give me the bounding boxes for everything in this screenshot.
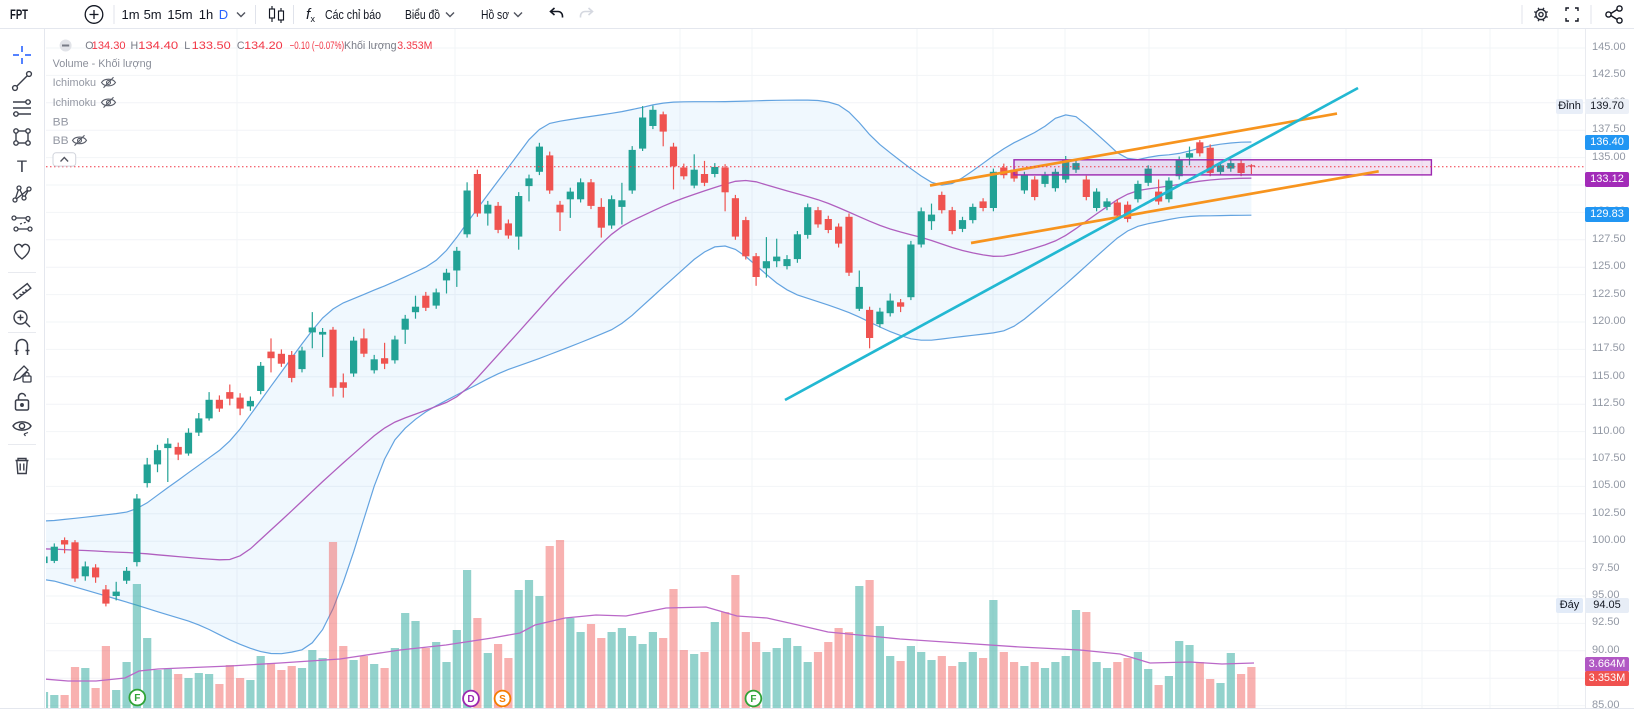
svg-text:134.20: 134.20 <box>244 40 283 52</box>
svg-text:T: T <box>17 157 27 176</box>
svg-text:BB: BB <box>53 117 69 129</box>
svg-text:Biểu đồ: Biểu đồ <box>405 7 440 22</box>
svg-text:3.353M: 3.353M <box>397 40 432 52</box>
svg-text:133.50: 133.50 <box>192 40 231 52</box>
svg-text:FPT: FPT <box>10 7 29 22</box>
svg-text:x: x <box>311 14 316 24</box>
svg-text:C: C <box>237 40 245 52</box>
svg-text:Ichimoku: Ichimoku <box>53 97 97 109</box>
svg-text:15m: 15m <box>167 7 192 22</box>
svg-text:5m: 5m <box>144 7 162 22</box>
svg-text:F: F <box>134 693 140 704</box>
svg-text:Hồ sơ: Hồ sơ <box>481 7 509 22</box>
svg-text:Volume - Khối lượng: Volume - Khối lượng <box>53 58 152 70</box>
svg-text:134.40: 134.40 <box>138 40 178 52</box>
svg-text:L: L <box>184 40 190 52</box>
svg-text:F: F <box>750 694 756 705</box>
svg-text:1h: 1h <box>199 7 213 22</box>
svg-text:Khối lượng: Khối lượng <box>344 40 397 52</box>
svg-text:BB: BB <box>53 135 69 147</box>
svg-text:1m: 1m <box>121 7 139 22</box>
svg-text:D: D <box>219 7 228 22</box>
svg-text:S: S <box>499 694 506 705</box>
svg-text:H: H <box>131 40 139 52</box>
svg-text:O: O <box>85 40 93 52</box>
svg-text:−0.10 (−0.07%): −0.10 (−0.07%) <box>290 40 345 52</box>
svg-text:Ichimoku: Ichimoku <box>53 77 97 89</box>
svg-text:D: D <box>467 694 474 705</box>
svg-text:f: f <box>306 6 312 23</box>
svg-text:Các chỉ báo: Các chỉ báo <box>325 7 381 22</box>
svg-text:134.30: 134.30 <box>92 40 126 52</box>
